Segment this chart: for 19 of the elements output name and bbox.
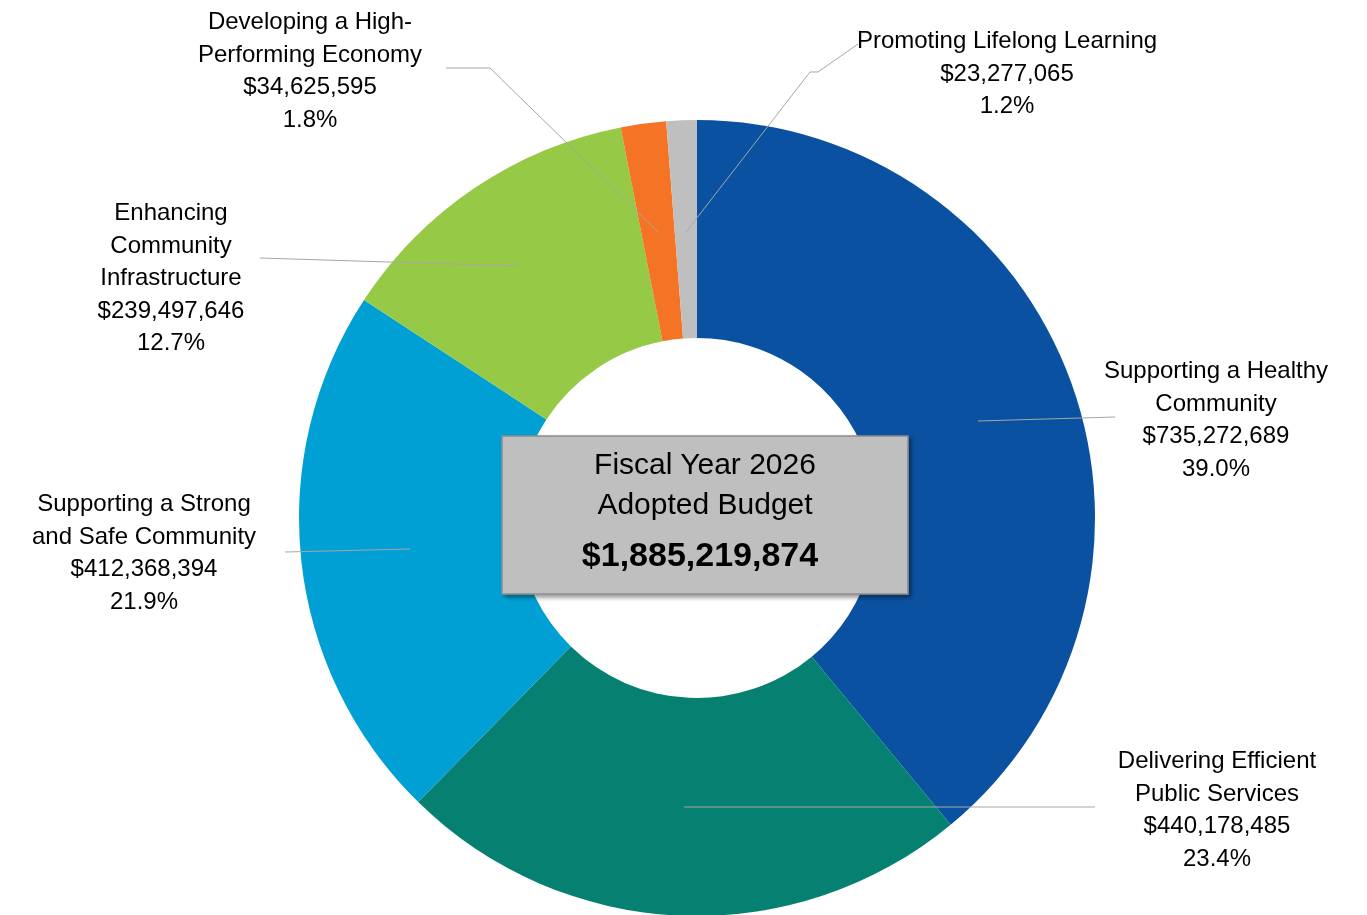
data-label: $34,625,595 1.8%	[243, 72, 377, 132]
donut-slice	[620, 121, 684, 342]
slice-label: Delivering Efficient Public Services	[1117, 746, 1317, 806]
data-label: $412,368,394 21.9%	[70, 554, 218, 614]
donut-slice	[418, 646, 951, 915]
data-label: $239,497,646 12.7%	[97, 295, 245, 356]
donut-slice	[666, 120, 697, 339]
slice-label: Supporting a Strong and Safe Community	[31, 489, 257, 549]
data-label: $440,178,485 23.4%	[1143, 811, 1291, 871]
slice-label: Promoting Lifelong Learning	[856, 26, 1158, 53]
donut-slice	[364, 127, 663, 420]
slice-label: Supporting a Healthy Community	[1103, 356, 1329, 416]
donut-slice	[299, 300, 571, 803]
text: Fiscal Year 2026 Adopted Budget	[594, 447, 816, 520]
slice-label: Enhancing Community Infrastructure	[100, 198, 242, 291]
data-label: $23,277,065 1.2%	[940, 58, 1074, 119]
data-label: $735,272,689 39.0%	[1142, 421, 1290, 481]
text: $1,885,219,874	[581, 535, 819, 573]
slice-label: Developing a High-Performing Economy	[197, 7, 423, 67]
